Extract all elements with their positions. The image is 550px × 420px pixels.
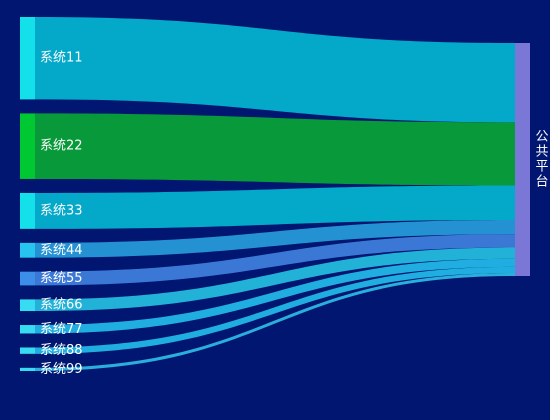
source-label-6: 系统66 — [40, 298, 83, 313]
link-6[interactable] — [35, 247, 515, 312]
source-label-3: 系统33 — [40, 203, 83, 218]
link-4[interactable] — [35, 220, 515, 258]
links-layer — [35, 17, 515, 371]
link-8[interactable] — [35, 266, 515, 354]
source-node-7[interactable] — [20, 325, 35, 334]
nodes-layer — [20, 17, 530, 371]
source-node-2[interactable] — [20, 113, 35, 179]
source-label-7: 系统77 — [40, 322, 83, 337]
source-node-1[interactable] — [20, 17, 35, 100]
link-7[interactable] — [35, 258, 515, 334]
link-5[interactable] — [35, 234, 515, 286]
source-label-2: 系统22 — [40, 139, 83, 154]
labels-layer: 系统11 系统22 系统33 系统44 系统55 系统66 系统77 系统88 系统99 公共平台 — [40, 51, 549, 377]
source-node-8[interactable] — [20, 347, 35, 354]
source-label-4: 系统44 — [40, 243, 83, 258]
target-node[interactable] — [515, 43, 530, 276]
target-label: 公共平台 — [535, 130, 548, 190]
source-node-4[interactable] — [20, 242, 35, 258]
source-node-3[interactable] — [20, 192, 35, 229]
link-2[interactable] — [35, 113, 515, 186]
source-label-8: 系统88 — [40, 343, 83, 358]
source-label-5: 系统55 — [40, 271, 83, 286]
source-label-1: 系统11 — [40, 51, 83, 66]
source-node-5[interactable] — [20, 271, 35, 286]
source-node-9[interactable] — [20, 367, 35, 371]
link-3[interactable] — [35, 185, 515, 229]
link-1[interactable] — [35, 17, 515, 123]
source-node-6[interactable] — [20, 299, 35, 312]
source-label-9: 系统99 — [40, 362, 83, 377]
link-9[interactable] — [35, 272, 515, 371]
